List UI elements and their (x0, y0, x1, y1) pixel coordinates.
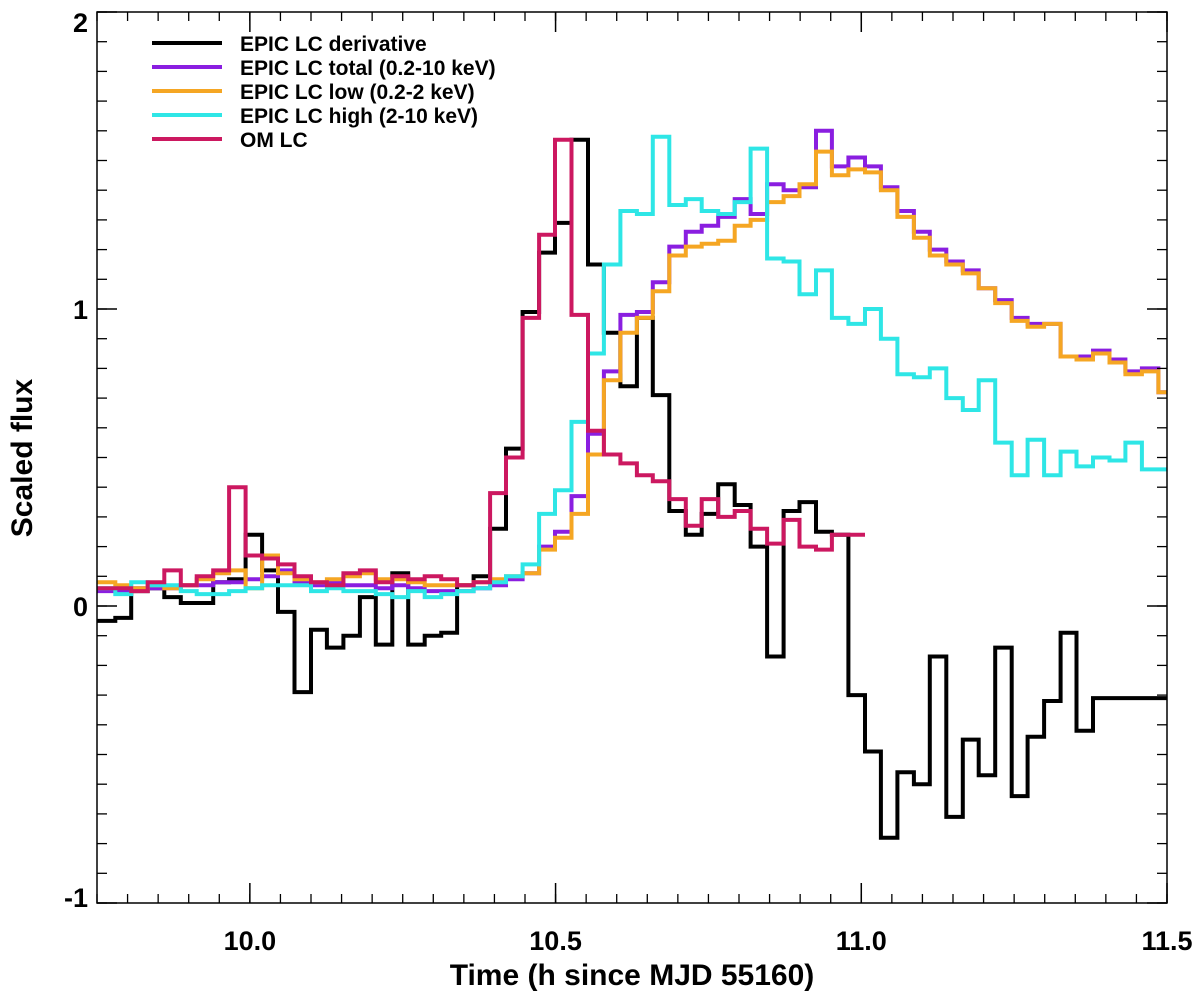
axes: 10.0 10.5 11.0 11.5 -1 0 1 2 (64, 8, 1193, 956)
legend-label-epic-lc-high-2-10-kev: EPIC LC high (2-10 keV) (240, 105, 478, 128)
x-axis-title: Time (h since MJD 55160) (450, 959, 815, 992)
y-tick-label: 2 (73, 8, 88, 38)
series-line-om-lc (97, 137, 865, 594)
y-tick-label: 0 (73, 592, 88, 622)
legend-label-epic-lc-low-0-2-2-kev: EPIC LC low (0.2-2 keV) (240, 81, 475, 104)
x-tick-label: 10.0 (224, 926, 277, 956)
legend-label-epic-lc-derivative: EPIC LC derivative (240, 33, 427, 56)
y-axis-title: Scaled flux (6, 378, 39, 537)
x-tick-label: 10.5 (529, 926, 582, 956)
x-tick-label: 11.5 (1141, 926, 1192, 956)
y-tick-label: -1 (64, 883, 88, 913)
y-tick-label: 1 (73, 295, 88, 325)
legend-label-om-lc: OM LC (240, 129, 308, 152)
legend-label-epic-lc-total-0-2-10-kev: EPIC LC total (0.2-10 keV) (240, 57, 496, 80)
x-tick-label: 11.0 (836, 926, 887, 956)
series-line-epic-lc-derivative (97, 137, 1167, 840)
plot-lines (97, 128, 1167, 840)
series-line-epic-lc-high-2-10-kev (97, 134, 1167, 600)
